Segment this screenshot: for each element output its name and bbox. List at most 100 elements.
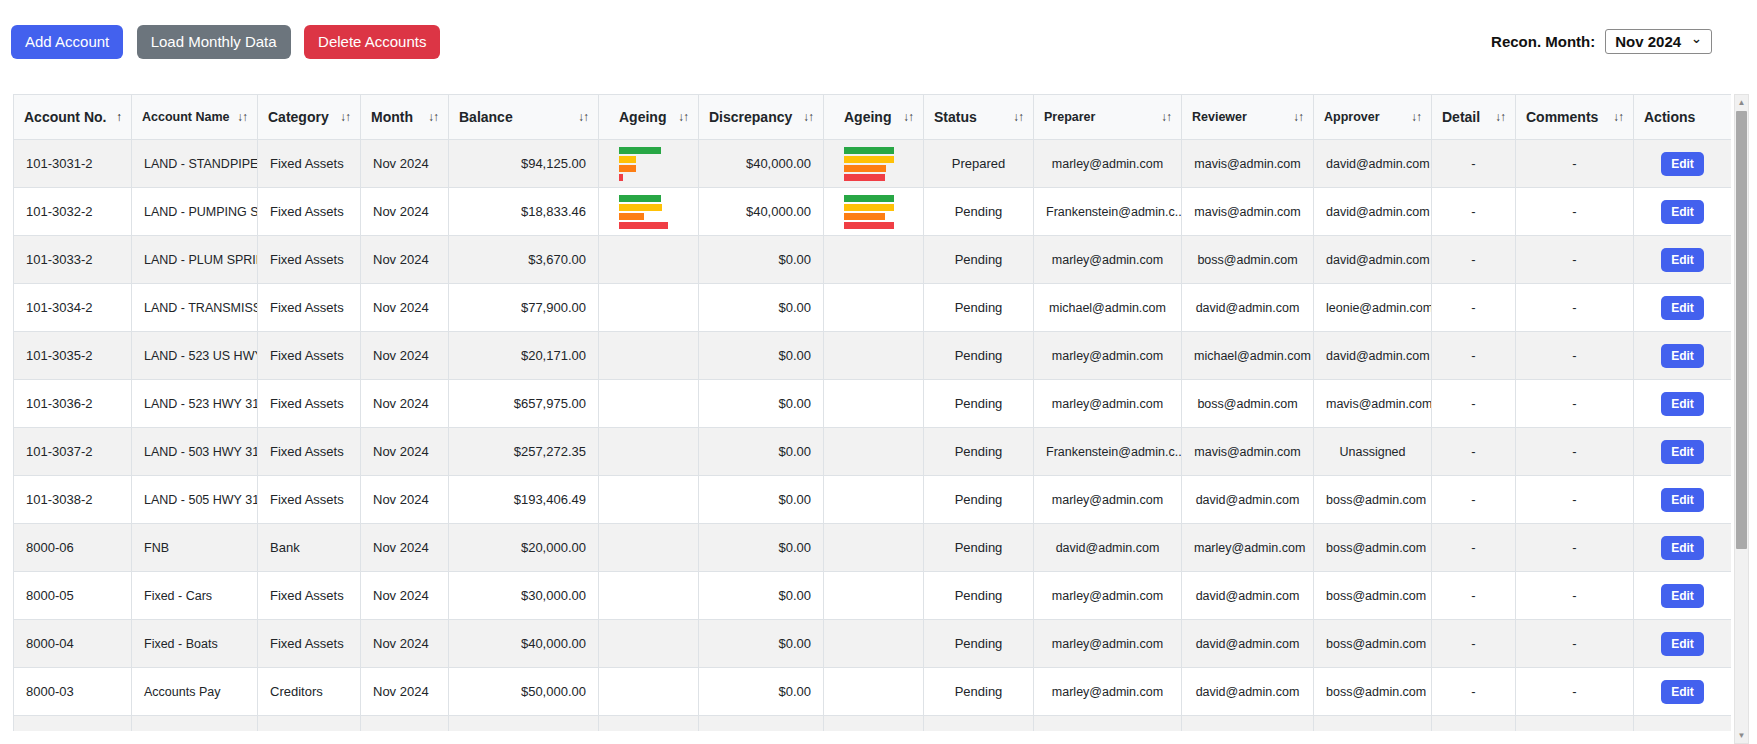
edit-button[interactable]: Edit <box>1661 488 1704 512</box>
cell-ageing1 <box>599 620 699 668</box>
load-monthly-data-button[interactable]: Load Monthly Data <box>137 25 291 59</box>
scroll-up-arrow-icon[interactable]: ▲ <box>1735 95 1748 110</box>
edit-button[interactable]: Edit <box>1661 536 1704 560</box>
edit-button[interactable]: Edit <box>1661 440 1704 464</box>
cell-account_no: 101-3032-2 <box>14 188 132 236</box>
column-header-month[interactable]: Month↓↑ <box>361 95 449 140</box>
column-header-preparer[interactable]: Preparer↓↑ <box>1034 95 1182 140</box>
cell-status: Pending <box>924 620 1034 668</box>
edit-button[interactable]: Edit <box>1661 152 1704 176</box>
cell-actions: Edit <box>1634 236 1732 284</box>
cell-detail: - <box>1432 380 1516 428</box>
cell-preparer: Frankenstein@admin.c... <box>1034 428 1182 476</box>
cell-category <box>258 716 361 732</box>
cell-account_no: 8000-03 <box>14 668 132 716</box>
edit-button[interactable]: Edit <box>1661 344 1704 368</box>
cell-balance: $77,900.00 <box>449 284 599 332</box>
accounts-table: Account No.↑Account Name↓↑Category↓↑Mont… <box>13 94 1731 731</box>
cell-preparer: david@admin.com <box>1034 524 1182 572</box>
scrollbar-thumb[interactable] <box>1736 111 1747 549</box>
cell-discrepancy: $0.00 <box>699 476 824 524</box>
column-header-account_no[interactable]: Account No.↑ <box>14 95 132 140</box>
column-header-discrepancy[interactable]: Discrepancy↓↑ <box>699 95 824 140</box>
cell-approver: boss@admin.com <box>1314 476 1432 524</box>
add-account-button[interactable]: Add Account <box>11 25 123 59</box>
cell-account_name: Fixed - Cars <box>132 572 258 620</box>
cell-account_no: 8000-05 <box>14 572 132 620</box>
column-header-category[interactable]: Category↓↑ <box>258 95 361 140</box>
cell-preparer: michael@admin.com <box>1034 284 1182 332</box>
cell-detail: - <box>1432 428 1516 476</box>
ageing-bar-chart <box>619 195 669 229</box>
cell-reviewer: david@admin.com <box>1182 572 1314 620</box>
cell-ageing2 <box>824 428 924 476</box>
cell-approver: boss@admin.com <box>1314 668 1432 716</box>
column-header-account_name[interactable]: Account Name↓↑ <box>132 95 258 140</box>
column-header-status[interactable]: Status↓↑ <box>924 95 1034 140</box>
column-header-reviewer[interactable]: Reviewer↓↑ <box>1182 95 1314 140</box>
cell-reviewer: mavis@admin.com <box>1182 140 1314 188</box>
ageing-bar <box>844 213 885 220</box>
column-label: Comments <box>1526 109 1598 125</box>
cell-comments: - <box>1516 188 1634 236</box>
cell-balance <box>449 716 599 732</box>
column-header-balance[interactable]: Balance↓↑ <box>449 95 599 140</box>
edit-button[interactable]: Edit <box>1661 248 1704 272</box>
cell-category: Fixed Assets <box>258 188 361 236</box>
cell-status: Pending <box>924 428 1034 476</box>
cell-ageing2 <box>824 380 924 428</box>
edit-button[interactable]: Edit <box>1661 296 1704 320</box>
cell-reviewer: michael@admin.com <box>1182 332 1314 380</box>
ageing-bar <box>619 213 644 220</box>
cell-ageing2 <box>824 140 924 188</box>
recon-month-control: Recon. Month: Nov 2024 ⌄ <box>1491 29 1712 54</box>
sort-icon: ↓↑ <box>1411 110 1421 124</box>
column-header-detail[interactable]: Detail↓↑ <box>1432 95 1516 140</box>
cell-actions: Edit <box>1634 284 1732 332</box>
edit-button[interactable]: Edit <box>1661 632 1704 656</box>
cell-balance: $257,272.35 <box>449 428 599 476</box>
cell-approver: david@admin.com <box>1314 188 1432 236</box>
cell-reviewer: david@admin.com <box>1182 668 1314 716</box>
cell-ageing1 <box>599 284 699 332</box>
cell-approver: david@admin.com <box>1314 332 1432 380</box>
cell-month: Nov 2024 <box>361 524 449 572</box>
vertical-scrollbar[interactable]: ▲ ▼ <box>1734 94 1749 744</box>
delete-accounts-button[interactable]: Delete Accounts <box>304 25 440 59</box>
cell-category: Bank <box>258 524 361 572</box>
column-label: Account Name <box>142 110 230 124</box>
cell-ageing1 <box>599 188 699 236</box>
cell-month: Nov 2024 <box>361 140 449 188</box>
cell-discrepancy: $0.00 <box>699 620 824 668</box>
edit-button[interactable]: Edit <box>1661 584 1704 608</box>
cell-status: Pending <box>924 188 1034 236</box>
cell-preparer: marley@admin.com <box>1034 236 1182 284</box>
cell-actions <box>1634 716 1732 732</box>
cell-status: Pending <box>924 236 1034 284</box>
cell-ageing1 <box>599 428 699 476</box>
recon-month-select[interactable]: Nov 2024 ⌄ <box>1605 29 1712 54</box>
edit-button[interactable]: Edit <box>1661 680 1704 704</box>
column-label: Status <box>934 109 977 125</box>
cell-balance: $3,670.00 <box>449 236 599 284</box>
cell-category: Fixed Assets <box>258 572 361 620</box>
edit-button[interactable]: Edit <box>1661 200 1704 224</box>
column-header-ageing2[interactable]: Ageing↓↑ <box>824 95 924 140</box>
sort-icon: ↓↑ <box>903 110 913 124</box>
scroll-down-arrow-icon[interactable]: ▼ <box>1735 728 1748 743</box>
column-header-ageing1[interactable]: Ageing↓↑ <box>599 95 699 140</box>
cell-account_name: LAND - PLUM SPRIN... <box>132 236 258 284</box>
accounts-table-container: Account No.↑Account Name↓↑Category↓↑Mont… <box>13 94 1731 731</box>
cell-detail: - <box>1432 332 1516 380</box>
table-row: 8000-03Accounts PayCreditorsNov 2024$50,… <box>14 668 1732 716</box>
ageing-bar <box>844 165 886 172</box>
cell-preparer: marley@admin.com <box>1034 572 1182 620</box>
column-header-comments[interactable]: Comments↓↑ <box>1516 95 1634 140</box>
ageing-bar-chart <box>844 147 894 181</box>
column-label: Account No. <box>24 109 106 125</box>
cell-discrepancy: $0.00 <box>699 284 824 332</box>
edit-button[interactable]: Edit <box>1661 392 1704 416</box>
column-header-approver[interactable]: Approver↓↑ <box>1314 95 1432 140</box>
cell-comments: - <box>1516 140 1634 188</box>
cell-month: Nov 2024 <box>361 668 449 716</box>
